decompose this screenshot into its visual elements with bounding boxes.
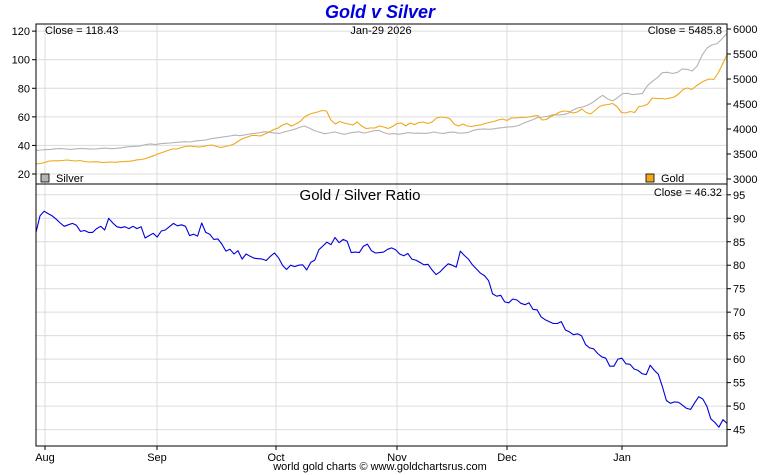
- legend-label-gold: Gold: [661, 173, 684, 185]
- y-left-tick-label: 40: [18, 140, 30, 152]
- series-line-gold: [35, 54, 728, 165]
- y-right-tick-label: 3500: [733, 149, 757, 161]
- close-label-gold: Close = 5485.8: [648, 25, 722, 37]
- y-left-tick-label: 120: [12, 26, 30, 38]
- y-right-tick-label: 85: [733, 237, 745, 249]
- series-line-ratio: [35, 210, 728, 428]
- y-right-tick-label: 5000: [733, 74, 757, 86]
- close-label-ratio: Close = 46.32: [654, 187, 722, 199]
- x-tick-label: Nov: [387, 452, 407, 464]
- y-right-tick-label: 50: [733, 401, 745, 413]
- legend-label-silver: Silver: [56, 173, 84, 185]
- legend-swatch-gold: [645, 173, 655, 183]
- y-right-tick-label: 55: [733, 378, 745, 390]
- y-right-tick-label: 75: [733, 284, 745, 296]
- y-right-tick-label: 4000: [733, 124, 757, 136]
- y-right-tick-label: 90: [733, 213, 745, 225]
- chart-footer: world gold charts © www.goldchartsrus.co…: [273, 461, 487, 473]
- y-right-tick-label: 4500: [733, 99, 757, 111]
- y-right-tick-label: 3000: [733, 174, 757, 186]
- panel-frame-bottom: [35, 183, 728, 447]
- y-right-tick-label: 60: [733, 354, 745, 366]
- x-tick-label: Sep: [147, 452, 167, 464]
- legend-swatch-silver: [40, 173, 50, 183]
- y-right-tick-label: 95: [733, 190, 745, 202]
- date-label: Jan-29 2026: [350, 25, 411, 37]
- chart-title: Gold v Silver: [324, 2, 436, 22]
- y-right-tick-label: 5500: [733, 49, 757, 61]
- y-right-tick-label: 6000: [733, 24, 757, 36]
- y-right-tick-label: 45: [733, 425, 745, 437]
- x-tick-label: Aug: [35, 452, 55, 464]
- x-tick-label: Dec: [497, 452, 517, 464]
- ratio-panel-title: Gold / Silver Ratio: [300, 187, 421, 204]
- y-left-tick-label: 20: [18, 169, 30, 181]
- y-right-tick-label: 70: [733, 307, 745, 319]
- y-left-tick-label: 100: [12, 55, 30, 67]
- x-tick-label: Oct: [267, 452, 284, 464]
- close-label-silver: Close = 118.43: [45, 25, 119, 37]
- y-left-tick-label: 60: [18, 112, 30, 124]
- y-right-tick-label: 80: [733, 260, 745, 272]
- y-left-tick-label: 80: [18, 83, 30, 95]
- series-line-silver: [35, 33, 728, 151]
- y-right-tick-label: 65: [733, 331, 745, 343]
- x-tick-label: Jan: [613, 452, 631, 464]
